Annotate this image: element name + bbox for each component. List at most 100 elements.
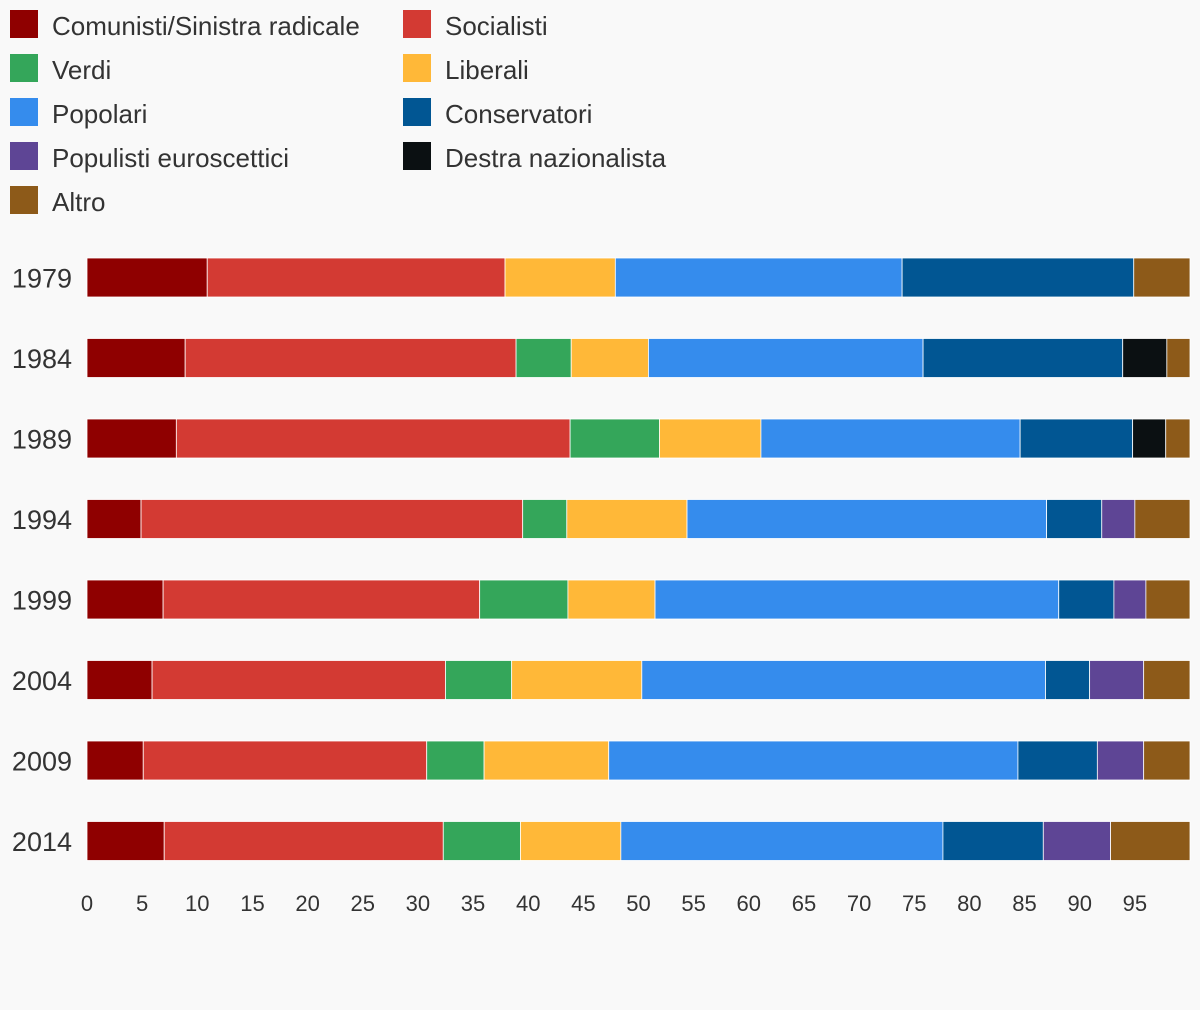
bar-segment-popolari xyxy=(608,740,1019,781)
legend-label: Altro xyxy=(52,187,106,217)
x-axis: 0 5 10 15 20 25 30 35 40 45 50 55 60 65 70 75 80 85 90 95 xyxy=(81,891,1147,916)
bar-segment-altro xyxy=(1165,418,1191,459)
legend-label: Verdi xyxy=(52,55,112,85)
x-tick-label: 55 xyxy=(681,891,705,916)
legend-swatch xyxy=(10,186,38,214)
bar-segment-verdi xyxy=(445,660,513,700)
bar-segment-conservatori xyxy=(1058,579,1115,620)
bar-segment-comunisti-sinistra-radicale xyxy=(86,499,142,539)
legend-label: Destra nazionalista xyxy=(445,143,667,173)
category-label: 1994 xyxy=(12,505,72,535)
category-label: 1999 xyxy=(12,586,72,616)
bar-segment-socialisti xyxy=(151,660,446,700)
bar-segment-popolari xyxy=(686,499,1048,539)
bar-segment-comunisti-sinistra-radicale xyxy=(86,740,144,781)
bar-segment-liberali xyxy=(504,257,616,298)
bar-segment-populisti-euroscettici xyxy=(1042,821,1111,861)
bar-segment-verdi xyxy=(479,579,569,620)
legend-label: Comunisti/Sinistra radicale xyxy=(52,11,360,41)
legend-label: Liberali xyxy=(445,55,529,85)
bar-segment-verdi xyxy=(515,338,572,378)
x-tick-label: 65 xyxy=(792,891,816,916)
bar-segment-conservatori xyxy=(1017,740,1098,781)
bar-segment-comunisti-sinistra-radicale xyxy=(86,660,153,700)
x-tick-label: 10 xyxy=(185,891,209,916)
bar-segment-conservatori xyxy=(901,257,1135,298)
bar-segment-socialisti xyxy=(163,821,444,861)
bar-segment-liberali xyxy=(659,418,762,459)
bar-segment-comunisti-sinistra-radicale xyxy=(86,257,208,298)
bar-segment-populisti-euroscettici xyxy=(1113,579,1147,620)
category-label: 2014 xyxy=(12,827,72,857)
bar-row-2014: 2014 xyxy=(12,821,1191,861)
bar-segment-socialisti xyxy=(184,338,517,378)
x-tick-label: 5 xyxy=(136,891,148,916)
x-tick-label: 90 xyxy=(1067,891,1091,916)
x-tick-label: 60 xyxy=(737,891,761,916)
bar-segment-altro xyxy=(1145,579,1191,620)
bar-segment-popolari xyxy=(760,418,1021,459)
bar-row-1994: 1994 xyxy=(12,499,1191,539)
x-tick-label: 45 xyxy=(571,891,595,916)
bar-segment-altro xyxy=(1134,499,1191,539)
bar-segment-altro xyxy=(1110,821,1191,861)
bar-row-1989: 1989 xyxy=(12,418,1191,459)
legend-swatch xyxy=(403,98,431,126)
bar-segment-destra-nazionalista xyxy=(1122,338,1168,378)
bar-segment-comunisti-sinistra-radicale xyxy=(86,579,164,620)
x-tick-label: 50 xyxy=(626,891,650,916)
bar-segment-comunisti-sinistra-radicale xyxy=(86,821,165,861)
bar-segment-socialisti xyxy=(175,418,571,459)
legend-label: Popolari xyxy=(52,99,148,129)
x-tick-label: 25 xyxy=(351,891,375,916)
legend-swatch xyxy=(403,10,431,38)
bar-segment-popolari xyxy=(614,257,903,298)
bar-segment-altro xyxy=(1143,740,1191,781)
bar-segment-verdi xyxy=(426,740,485,781)
category-label: 2009 xyxy=(12,747,72,777)
legend-swatch xyxy=(403,142,431,170)
bar-segment-verdi xyxy=(442,821,521,861)
legend-swatch xyxy=(403,54,431,82)
bar-segment-comunisti-sinistra-radicale xyxy=(86,418,177,459)
x-tick-label: 20 xyxy=(295,891,319,916)
category-label: 1989 xyxy=(12,425,72,455)
bar-segment-liberali xyxy=(570,338,649,378)
x-tick-label: 30 xyxy=(406,891,430,916)
bar-segment-liberali xyxy=(483,740,610,781)
legend-label: Socialisti xyxy=(445,11,548,41)
bar-segment-conservatori xyxy=(1046,499,1103,539)
bar-row-2004: 2004 xyxy=(12,660,1191,700)
legend-label: Conservatori xyxy=(445,99,593,129)
bar-segment-socialisti xyxy=(142,740,428,781)
x-tick-label: 70 xyxy=(847,891,871,916)
bar-segment-altro xyxy=(1166,338,1191,378)
bar-segment-socialisti xyxy=(206,257,506,298)
x-tick-label: 15 xyxy=(240,891,264,916)
bar-segment-socialisti xyxy=(140,499,524,539)
legend-swatch xyxy=(10,98,38,126)
bar-segment-conservatori xyxy=(1045,660,1091,700)
bar-segment-altro xyxy=(1133,257,1191,298)
legend-swatch xyxy=(10,142,38,170)
category-label: 2004 xyxy=(12,666,72,696)
bar-segment-popolari xyxy=(620,821,944,861)
bar-row-1999: 1999 xyxy=(12,579,1191,620)
x-tick-label: 0 xyxy=(81,891,93,916)
bar-segment-destra-nazionalista xyxy=(1132,418,1167,459)
bar-segment-liberali xyxy=(566,499,688,539)
bar-segment-liberali xyxy=(567,579,656,620)
x-tick-label: 40 xyxy=(516,891,540,916)
bar-segment-popolari xyxy=(648,338,924,378)
bar-segment-socialisti xyxy=(162,579,481,620)
category-label: 1984 xyxy=(12,344,72,374)
bar-segment-populisti-euroscettici xyxy=(1096,740,1145,781)
bar-segment-liberali xyxy=(511,660,643,700)
bar-segment-liberali xyxy=(520,821,622,861)
x-tick-label: 35 xyxy=(461,891,485,916)
x-tick-label: 75 xyxy=(902,891,926,916)
bar-segment-popolari xyxy=(641,660,1046,700)
bar-row-1979: 1979 xyxy=(12,257,1191,298)
bar-segment-popolari xyxy=(654,579,1060,620)
